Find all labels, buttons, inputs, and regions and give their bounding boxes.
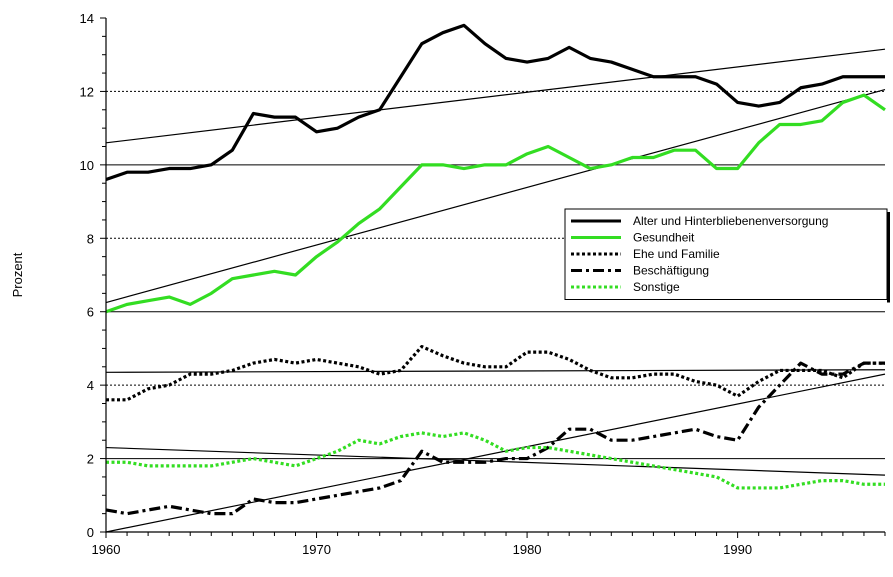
y-tick-label: 2 <box>87 452 94 467</box>
y-tick-label: 0 <box>87 525 94 540</box>
y-tick-label: 8 <box>87 231 94 246</box>
trendline-2 <box>105 89 886 304</box>
x-tick-label: 1970 <box>302 542 331 557</box>
y-axis-title: Prozent <box>10 252 25 297</box>
y-tick-label: 6 <box>87 305 94 320</box>
y-tick-label: 4 <box>87 378 94 393</box>
x-tick-label: 1960 <box>92 542 121 557</box>
series-line-1 <box>105 23 885 182</box>
trendline-4 <box>105 373 886 533</box>
series-line-3 <box>106 344 885 402</box>
legend-label: Ehe und Familie <box>633 247 720 261</box>
legend-label: Sonstige <box>633 280 680 294</box>
series-line-2 <box>105 93 886 314</box>
y-tick-label: 10 <box>80 158 94 173</box>
x-tick-label: 1980 <box>513 542 542 557</box>
legend: Alter und Hinterbliebenenversorgung Gesun… <box>564 208 890 303</box>
trendline-5 <box>105 446 886 476</box>
trendline-3 <box>105 369 886 373</box>
trendline-1 <box>105 48 886 144</box>
trendline-layer <box>105 48 886 533</box>
series-line-4 <box>105 361 885 516</box>
series-line-5 <box>106 431 885 490</box>
legend-label: Gesundheit <box>633 231 695 245</box>
legend-box <box>564 208 888 300</box>
legend-label: Alter und Hinterbliebenenversorgung <box>633 214 828 228</box>
axis-layer: 0 2 4 6 8 10 12 14 1960 1970 1980 1990 <box>80 11 886 557</box>
legend-shadow <box>887 212 890 303</box>
y-tick-label: 14 <box>80 11 94 26</box>
legend-label: Beschäftigung <box>633 264 709 278</box>
y-tick-label: 12 <box>80 84 94 99</box>
x-tick-label: 1990 <box>723 542 752 557</box>
series-layer <box>105 23 886 516</box>
